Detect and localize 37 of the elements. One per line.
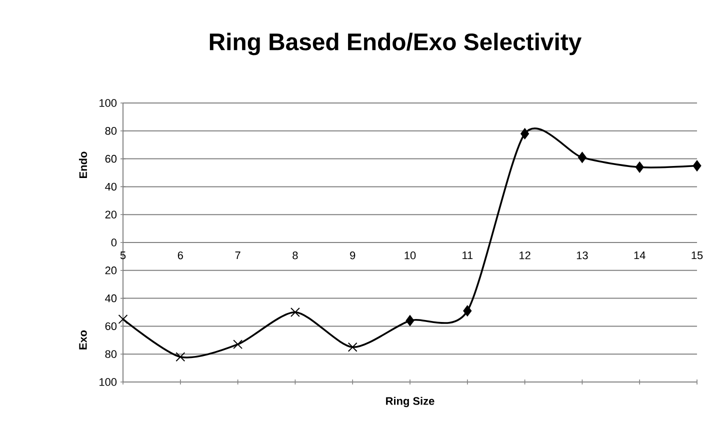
point xyxy=(578,152,586,163)
x-tick-label: 7 xyxy=(235,252,240,260)
x-tick-label: 15 xyxy=(692,252,703,260)
chart-title: Ring Based Endo/Exo Selectivity xyxy=(210,32,582,56)
x-tick-label: 13 xyxy=(576,252,588,260)
point xyxy=(348,342,358,352)
x-tick-label: 6 xyxy=(178,252,183,260)
point xyxy=(692,160,702,172)
point xyxy=(176,352,186,362)
x-tick-label: 10 xyxy=(404,252,416,260)
y-axis-title: Endo xyxy=(78,152,88,178)
point xyxy=(233,340,243,350)
point xyxy=(118,314,128,324)
y-tick-label: 40 xyxy=(105,294,117,302)
point xyxy=(520,128,530,140)
point xyxy=(406,315,414,326)
y-tick-label: 20 xyxy=(105,210,117,218)
y-tick-label: 100 xyxy=(100,378,117,386)
text: Exo xyxy=(79,330,87,350)
x-tick-label: 14 xyxy=(634,252,646,260)
point xyxy=(635,162,644,173)
x-axis-title: Ring Size xyxy=(386,396,434,408)
y-tick-label: 100 xyxy=(100,99,117,107)
point xyxy=(290,308,300,317)
x-tick-label: 9 xyxy=(350,252,356,260)
y-tick-label: 0 xyxy=(111,238,117,246)
x-tick-label: 11 xyxy=(462,252,473,260)
y-tick-label: 80 xyxy=(105,127,117,135)
y-tick-label: 20 xyxy=(105,266,117,274)
x-tick-label: 5 xyxy=(120,252,126,260)
y-tick-label: 40 xyxy=(105,182,117,191)
y-tick-label: 60 xyxy=(105,322,117,330)
point xyxy=(463,305,472,316)
y-tick-label: 80 xyxy=(105,350,117,358)
y-tick-label: 60 xyxy=(105,154,117,163)
x-tick-label: 8 xyxy=(292,252,298,260)
x-tick-label: 12 xyxy=(520,252,530,260)
